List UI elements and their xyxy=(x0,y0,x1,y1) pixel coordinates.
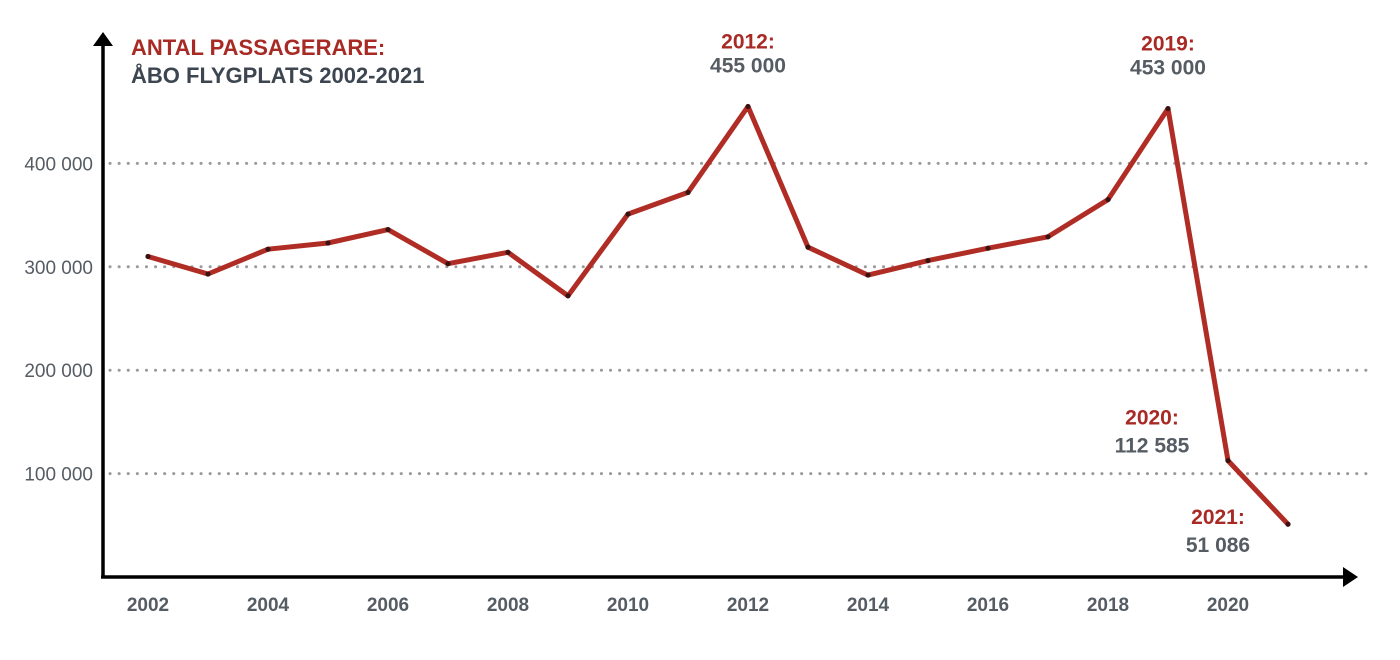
data-point xyxy=(1045,234,1051,240)
annotation-year: 2021: xyxy=(1191,506,1245,529)
data-point xyxy=(265,246,271,252)
y-tick-labels: 100 000 200 000 300 000 400 000 xyxy=(24,154,93,485)
data-point xyxy=(1225,457,1231,464)
annotation-value: 455 000 xyxy=(710,55,786,78)
y-tick-label: 200 000 xyxy=(24,361,93,382)
x-tick-label: 2018 xyxy=(1087,595,1129,616)
data-point xyxy=(385,226,391,233)
x-tick-label: 2006 xyxy=(367,595,409,616)
data-point xyxy=(325,240,331,246)
x-tick-label: 2016 xyxy=(967,595,1009,616)
y-axis-arrow xyxy=(93,32,113,46)
x-tick-label: 2010 xyxy=(607,595,649,616)
annotation-year: 2020: xyxy=(1125,407,1179,430)
data-point xyxy=(625,211,631,217)
data-point xyxy=(685,189,691,195)
data-point xyxy=(805,244,811,250)
gridlines xyxy=(108,161,1372,476)
x-tick-label: 2008 xyxy=(487,595,529,616)
annotation-value: 112 585 xyxy=(1115,435,1190,458)
annotation-value: 51 086 xyxy=(1186,534,1250,557)
y-tick-label: 100 000 xyxy=(24,465,93,486)
x-tick-label: 2014 xyxy=(847,595,890,616)
x-tick-label: 2002 xyxy=(127,595,169,616)
data-point xyxy=(205,271,211,277)
data-point xyxy=(1105,196,1111,203)
chart-subtitle: ÅBO FLYGPLATS 2002-2021 xyxy=(131,62,424,88)
x-tick-label: 2004 xyxy=(247,595,290,616)
data-point xyxy=(565,293,571,299)
data-point xyxy=(145,253,151,260)
annotation-value: 453 000 xyxy=(1130,57,1206,80)
data-point xyxy=(925,257,931,264)
data-point xyxy=(865,272,871,278)
data-points xyxy=(145,103,1291,527)
x-tick-labels: 2002 2004 2006 2008 2010 2012 2014 2016 2018 2020 xyxy=(127,595,1249,616)
annotation-year: 2019: xyxy=(1141,33,1195,56)
data-point xyxy=(985,245,991,251)
x-axis-arrow xyxy=(1343,567,1358,587)
annotations: 2012:455 000 2019:453 000 2020: 112 585 2021… xyxy=(710,31,1250,558)
chart-title: ANTAL PASSAGERARE: xyxy=(131,35,385,60)
axes xyxy=(93,32,1358,587)
x-tick-label: 2012 xyxy=(727,595,769,616)
data-point xyxy=(1165,105,1171,112)
data-point xyxy=(1285,521,1291,527)
data-point xyxy=(745,103,751,110)
data-point xyxy=(505,249,511,255)
y-tick-label: 400 000 xyxy=(24,154,93,175)
series-line xyxy=(145,104,1291,527)
data-point xyxy=(445,261,451,267)
x-tick-label: 2020 xyxy=(1207,595,1249,616)
annotation-year: 2012: xyxy=(721,31,775,54)
y-tick-label: 300 000 xyxy=(24,258,93,279)
